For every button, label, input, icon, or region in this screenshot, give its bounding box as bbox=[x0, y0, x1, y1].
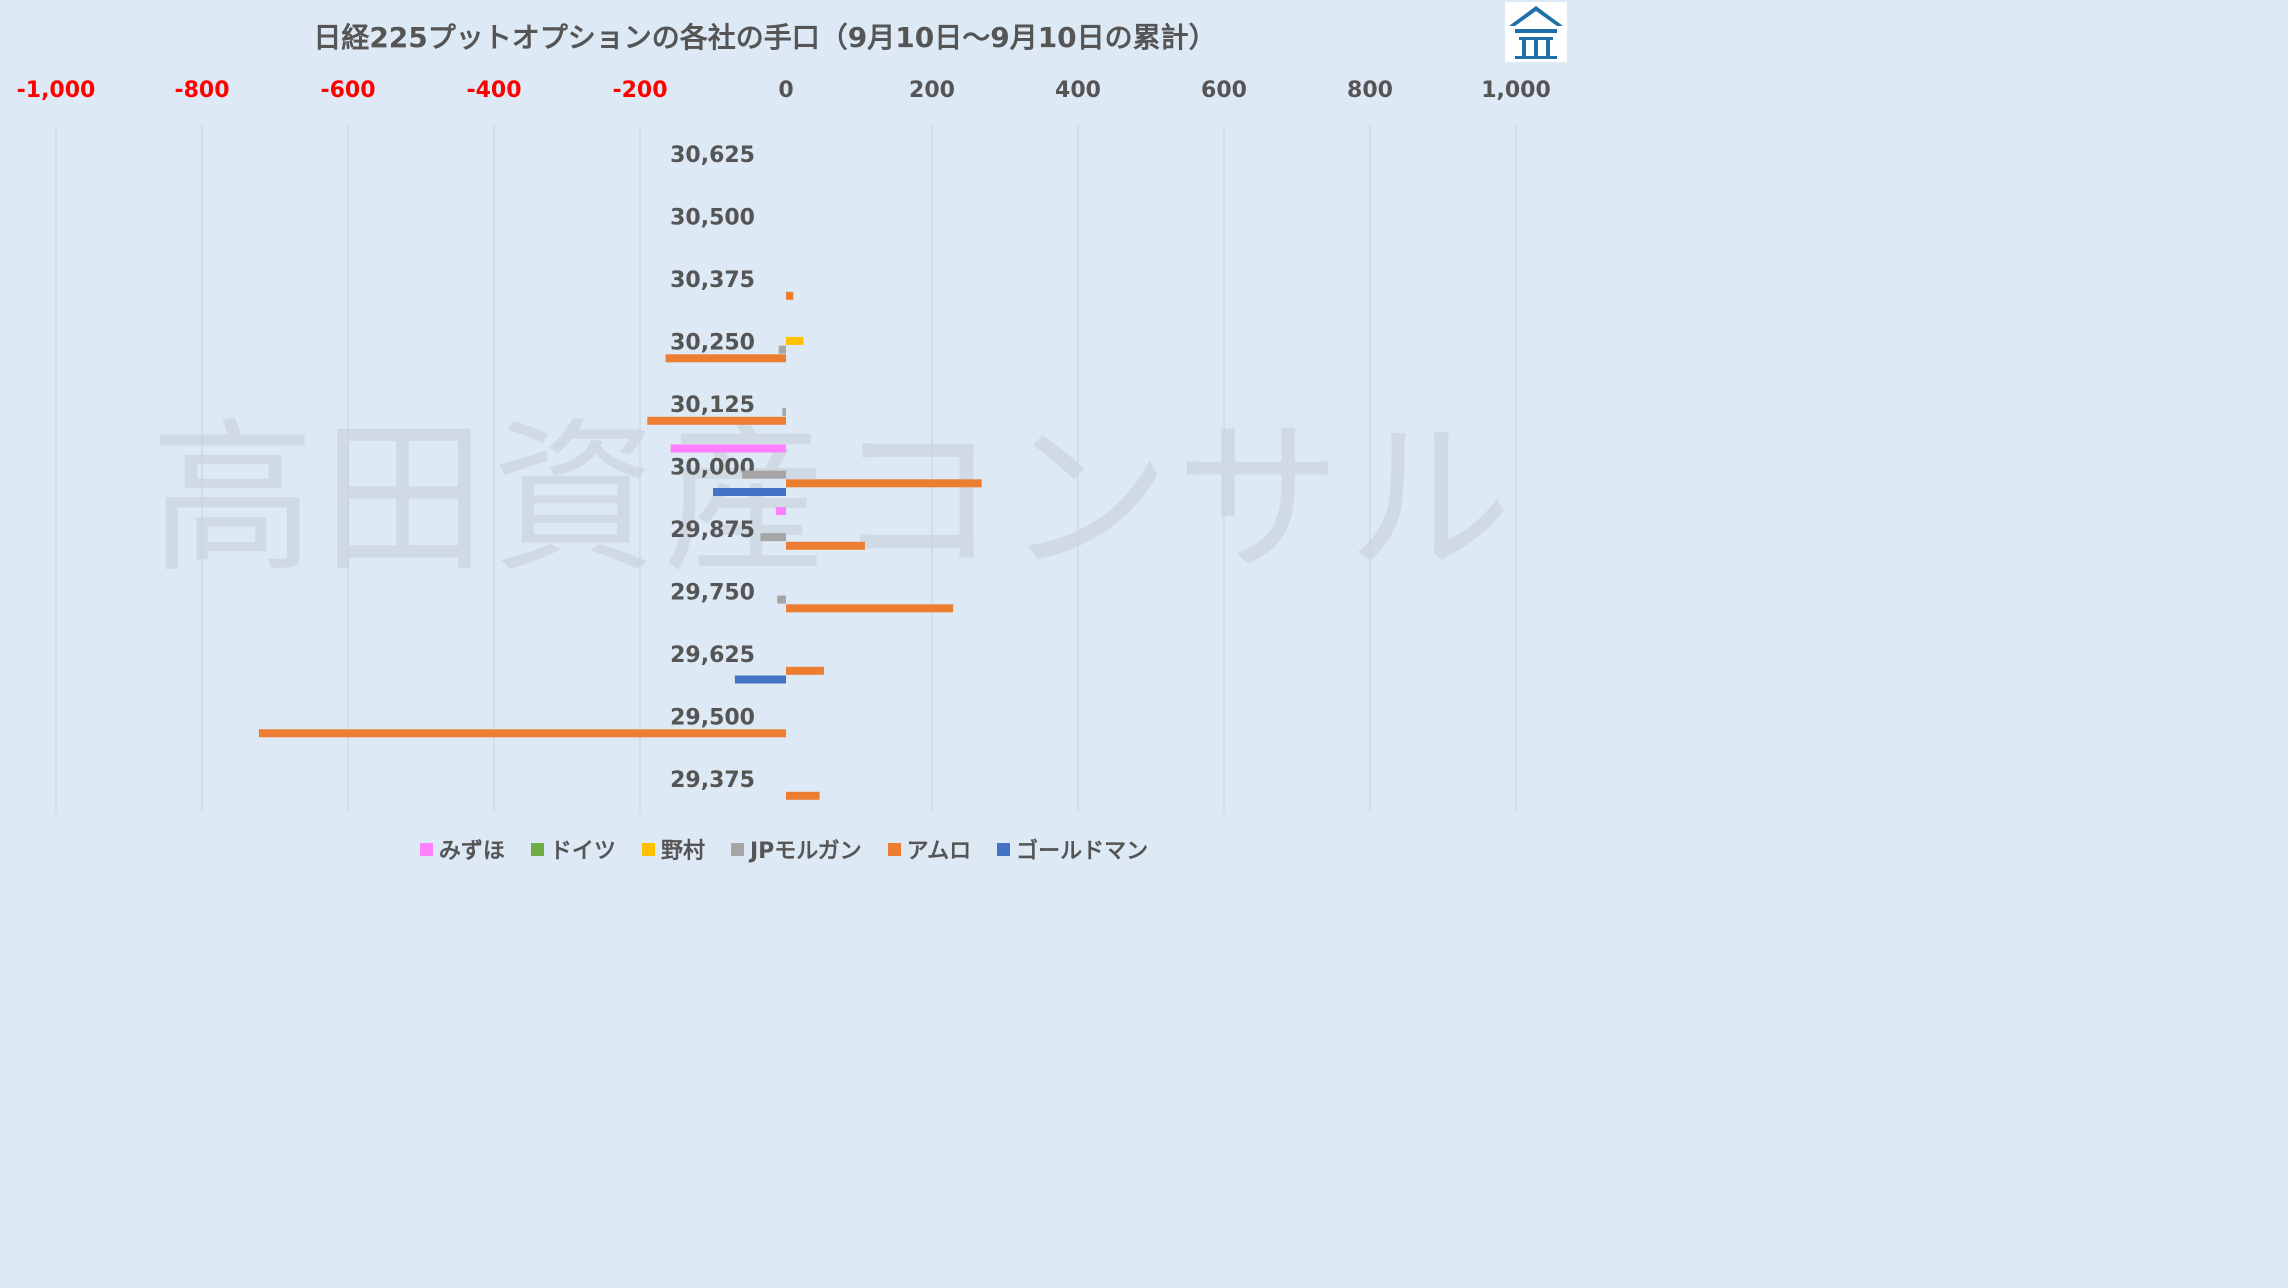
category-label: 30,250 bbox=[670, 331, 755, 356]
x-tick-label: 200 bbox=[909, 78, 955, 103]
legend-label: ゴールドマン bbox=[1016, 839, 1149, 864]
bar bbox=[786, 291, 794, 300]
category-label: 30,375 bbox=[670, 268, 755, 293]
x-tick-label: -400 bbox=[466, 78, 521, 103]
legend-item: 野村 bbox=[641, 833, 705, 865]
chart-plot: -1,000 -800 -600 -400 -200 0 200 400 600 800 1,000… bbox=[17, 78, 1551, 812]
category-label: 29,875 bbox=[670, 518, 755, 543]
bar bbox=[760, 533, 786, 542]
category-label: 29,375 bbox=[670, 768, 755, 793]
legend-label: 野村 bbox=[660, 839, 705, 864]
bar bbox=[786, 791, 820, 800]
x-tick-label: 800 bbox=[1347, 78, 1393, 103]
legend-swatch bbox=[730, 842, 744, 856]
bar bbox=[786, 479, 982, 488]
x-tick-label: 0 bbox=[778, 78, 793, 103]
legend-item: JPモルガン bbox=[730, 833, 862, 865]
bar bbox=[778, 345, 786, 354]
x-tick-label: -800 bbox=[174, 78, 229, 103]
bar bbox=[742, 470, 786, 479]
bar bbox=[734, 675, 786, 684]
chart-title: 日経225プットオプションの各社の手口（9月10日～9月10日の累計） bbox=[313, 21, 1217, 54]
category-label: 30,125 bbox=[670, 393, 755, 418]
legend-label: みずほ bbox=[438, 839, 505, 864]
legend-item: ゴールドマン bbox=[997, 833, 1148, 865]
x-tick-label: -600 bbox=[320, 78, 375, 103]
bar bbox=[665, 354, 786, 363]
legend-swatch bbox=[997, 842, 1011, 856]
x-tick-label: -1,000 bbox=[17, 78, 96, 103]
legend-item: みずほ bbox=[419, 833, 505, 865]
bar bbox=[777, 595, 786, 604]
category-label: 30,000 bbox=[670, 456, 755, 481]
bar bbox=[775, 507, 786, 515]
legend-label: JPモルガン bbox=[749, 839, 862, 864]
category-label: 30,625 bbox=[670, 143, 755, 168]
category-label: 29,750 bbox=[670, 581, 755, 606]
house-logo-icon bbox=[1505, 2, 1567, 62]
category-label: 29,625 bbox=[670, 643, 755, 668]
bar bbox=[786, 604, 954, 613]
legend-swatch bbox=[887, 842, 901, 856]
legend-swatch bbox=[530, 842, 544, 856]
legend-label: ドイツ bbox=[549, 839, 616, 864]
bar bbox=[647, 416, 786, 425]
category-label: 30,500 bbox=[670, 206, 755, 231]
legend-swatch bbox=[641, 842, 655, 856]
legend-label: アムロ bbox=[906, 839, 972, 864]
x-tick-label: -200 bbox=[612, 78, 667, 103]
bar bbox=[713, 488, 786, 496]
chart-container: 日経225プットオプションの各社の手口（9月10日～9月10日の累計） 高田資産… bbox=[0, 0, 1568, 883]
x-tick-label: 400 bbox=[1055, 78, 1101, 103]
legend-swatch bbox=[419, 842, 433, 856]
bar bbox=[786, 666, 824, 675]
legend-item: アムロ bbox=[887, 833, 972, 865]
bar bbox=[786, 541, 865, 550]
chart-legend: みずほ ドイツ 野村 JPモルガン アムロ ゴールドマン bbox=[0, 833, 1568, 865]
x-tick-label: 600 bbox=[1201, 78, 1247, 103]
category-label: 29,500 bbox=[670, 706, 755, 731]
bar bbox=[258, 729, 786, 738]
legend-item: ドイツ bbox=[530, 833, 616, 865]
bar bbox=[670, 444, 786, 453]
x-tick-label: 1,000 bbox=[1481, 78, 1551, 103]
bar bbox=[786, 336, 804, 345]
bar bbox=[782, 408, 786, 417]
